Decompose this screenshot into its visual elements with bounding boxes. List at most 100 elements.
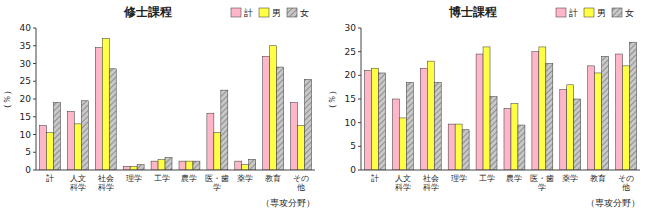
bar — [532, 52, 539, 170]
bar — [186, 161, 193, 170]
x-tick-label: 教育 — [265, 174, 281, 183]
x-tick-label-line: 理学 — [126, 174, 142, 183]
bar — [378, 73, 385, 170]
y-tick-label: 15 — [345, 94, 356, 104]
x-tick-label: 人文科学 — [70, 174, 86, 192]
x-axis-line — [361, 170, 640, 171]
x-tick-label-line: 計 — [46, 174, 54, 183]
bar — [214, 133, 221, 170]
x-tick-label-line: 科学 — [70, 183, 86, 192]
x-tick-label: 理学 — [126, 174, 142, 183]
x-tick-label: 社会科学 — [423, 174, 439, 192]
x-axis-line — [36, 170, 315, 171]
bar — [546, 64, 553, 171]
bar — [263, 56, 270, 170]
bar — [151, 161, 158, 170]
bar — [193, 161, 200, 170]
legend-label: 計 — [244, 8, 253, 18]
legend-label: 計 — [569, 8, 578, 18]
legend-label: 男 — [272, 8, 281, 18]
x-tick-label: 薬学 — [562, 174, 578, 183]
bar — [560, 90, 567, 170]
y-tick-label: 40 — [20, 23, 32, 33]
bar — [574, 99, 581, 170]
bar — [123, 166, 130, 170]
x-tick-label: 工学 — [154, 174, 170, 183]
y-tick-label: 5 — [350, 141, 356, 151]
legend-swatch — [556, 8, 566, 17]
x-tick-label-line: 他 — [622, 183, 630, 192]
bar — [67, 111, 74, 170]
bar — [588, 66, 595, 170]
y-tick-label: 0 — [25, 165, 31, 175]
bar — [165, 158, 172, 170]
bar — [95, 48, 102, 170]
x-tick-label: 計 — [371, 174, 379, 183]
bar — [455, 124, 462, 170]
bar — [74, 124, 81, 170]
legend-swatch — [231, 8, 241, 17]
bar — [511, 104, 518, 170]
x-tick-label-line: その — [293, 174, 309, 183]
x-tick-label-line: 教育 — [265, 174, 281, 183]
bar — [39, 126, 46, 170]
bar — [483, 47, 490, 170]
x-tick-label-line: 工学 — [479, 174, 495, 183]
x-tick-label-line: 科学 — [98, 183, 114, 192]
legend-label: 女 — [300, 8, 309, 18]
y-tick-label: 30 — [20, 59, 32, 69]
x-tick-label-line: 農学 — [506, 174, 522, 183]
y-axis-label: （％） — [327, 86, 337, 113]
bar — [630, 42, 637, 170]
bar — [623, 66, 630, 170]
bar — [291, 103, 298, 170]
bar — [221, 90, 228, 170]
bar — [616, 54, 623, 170]
bar — [371, 68, 378, 170]
x-axis-label: （専攻分野） — [261, 198, 315, 208]
bar — [249, 159, 256, 170]
bar — [46, 133, 53, 170]
x-tick-label: 工学 — [479, 174, 495, 183]
x-tick-label-line: 教育 — [590, 174, 606, 183]
x-tick-label: 農学 — [181, 174, 197, 183]
title: 博士課程 — [448, 5, 497, 19]
bar — [448, 124, 455, 170]
bar — [364, 71, 371, 170]
bar — [207, 113, 214, 170]
bar — [81, 101, 88, 170]
y-tick-label: 25 — [20, 76, 31, 86]
x-tick-label-line: 薬学 — [562, 174, 578, 183]
legend-swatch — [584, 8, 594, 17]
bar — [392, 99, 399, 170]
chart-panel: 修士課程0510152025303540（％）計人文科学社会科学理学工学農学医・… — [2, 5, 315, 208]
legend-swatch — [287, 8, 297, 17]
title: 修士課程 — [123, 5, 172, 19]
y-tick-label: 0 — [350, 165, 356, 175]
x-tick-label-line: 学 — [213, 183, 221, 192]
bar — [476, 54, 483, 170]
figure: 修士課程0510152025303540（％）計人文科学社会科学理学工学農学医・… — [0, 0, 650, 212]
bar — [305, 79, 312, 170]
y-tick-label: 30 — [345, 23, 357, 33]
bar — [427, 61, 434, 170]
x-tick-label: 薬学 — [237, 174, 253, 183]
x-tick-label-line: 人文 — [395, 174, 411, 183]
x-tick-label-line: 医・歯 — [530, 174, 554, 183]
y-tick-label: 20 — [345, 70, 357, 80]
x-tick-label-line: 計 — [371, 174, 379, 183]
x-tick-label-line: 社会 — [423, 174, 439, 183]
x-tick-label: 理学 — [451, 174, 467, 183]
bar — [595, 73, 602, 170]
y-tick-label: 20 — [20, 94, 32, 104]
bars — [364, 42, 636, 170]
y-tick-label: 15 — [20, 112, 31, 122]
y-tick-label: 5 — [25, 147, 31, 157]
x-tick-label: 計 — [46, 174, 54, 183]
x-tick-label-line: 医・歯 — [205, 174, 229, 183]
x-tick-label-line: 工学 — [154, 174, 170, 183]
bar — [567, 85, 574, 170]
bar — [179, 161, 186, 170]
bar — [462, 130, 469, 170]
y-tick-label: 10 — [20, 130, 32, 140]
